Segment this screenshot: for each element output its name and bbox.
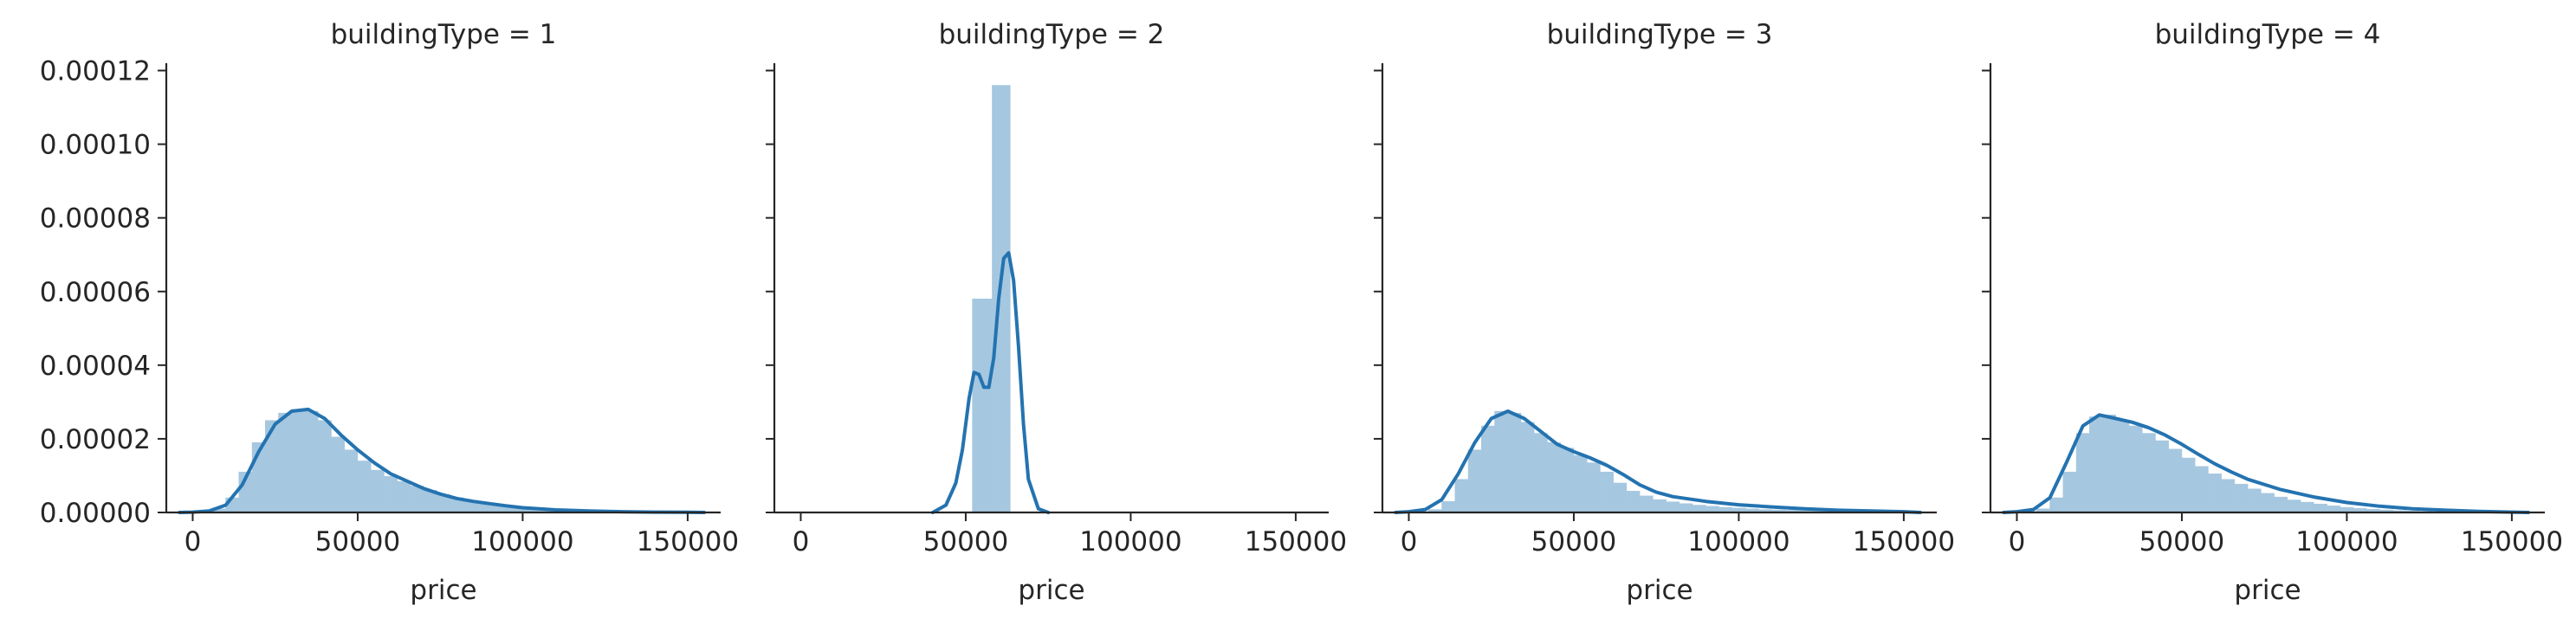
histogram-bar <box>2155 440 2169 513</box>
histogram-bar <box>2181 457 2196 513</box>
y-tick-label: 0.00008 <box>40 203 151 235</box>
y-tick-label: 0.00002 <box>40 424 151 455</box>
histogram-bar <box>2115 420 2130 513</box>
histogram-bar <box>972 299 993 513</box>
histogram-bar <box>2089 416 2103 513</box>
histogram-bar <box>370 469 385 513</box>
x-tick-label: 0 <box>184 526 202 557</box>
histogram-bar <box>1613 482 1628 513</box>
x-tick-label: 100000 <box>1687 526 1790 557</box>
x-tick-label: 150000 <box>2461 526 2563 557</box>
histogram-bar <box>1547 441 1561 513</box>
x-axis-label: price <box>1626 575 1693 606</box>
histogram-bar <box>2261 493 2275 513</box>
histogram-bar <box>397 481 411 513</box>
y-tick-label: 0.00012 <box>40 56 151 87</box>
x-tick-label: 50000 <box>1531 526 1617 557</box>
histogram-bar <box>410 486 424 513</box>
x-tick-label: 150000 <box>1245 526 1347 557</box>
histogram-bar <box>1507 412 1522 513</box>
histogram-bar <box>1679 503 1693 513</box>
histogram-bar <box>2327 506 2341 513</box>
histogram-bar <box>384 476 398 513</box>
histogram-bar <box>1481 425 1495 513</box>
histogram-bar <box>331 436 345 513</box>
histogram-bar <box>344 449 359 513</box>
y-tick-label: 0.00010 <box>40 130 151 161</box>
x-tick-label: 150000 <box>1853 526 1955 557</box>
facet-panel-4: 0 50000 100000 150000 buildingType = 4 price <box>1982 19 2563 606</box>
facet-title: buildingType = 3 <box>1547 19 1773 50</box>
x-tick-label: 50000 <box>315 526 401 557</box>
histogram-bar <box>2274 496 2288 513</box>
facet-title: buildingType = 4 <box>2155 19 2381 50</box>
histogram-bar <box>2049 497 2064 513</box>
histogram-bar <box>1600 471 1614 513</box>
histogram-bar <box>1441 500 1456 513</box>
histogram-bar <box>1467 449 1482 513</box>
histogram-bar <box>2234 483 2249 513</box>
x-tick-label: 0 <box>1401 526 1418 557</box>
facet-title: buildingType = 2 <box>939 19 1165 50</box>
kde-line <box>1394 409 1922 514</box>
histogram-bar <box>2128 425 2143 513</box>
histogram-bar <box>2141 433 2156 513</box>
histogram-bar <box>2168 448 2183 513</box>
histogram-bar <box>2194 466 2209 513</box>
histogram-bar <box>1666 501 1680 513</box>
kde-line <box>930 251 1051 514</box>
facet-panel-1: 0 50000 100000 150000 0.00000 0.00002 0.00004 0… <box>40 19 739 606</box>
histogram-bar <box>1520 422 1535 513</box>
histogram-bar <box>2221 479 2236 513</box>
x-tick-label: 50000 <box>2139 526 2225 557</box>
y-tick-label: 0.00000 <box>40 498 151 529</box>
x-axis-label: price <box>410 575 476 606</box>
histogram-bar <box>1494 410 1509 513</box>
histogram-bar <box>992 85 1011 513</box>
y-tick-label: 0.00004 <box>40 351 151 382</box>
histogram-bar <box>291 409 306 513</box>
histogram-bar <box>1639 495 1654 513</box>
x-axis-label: price <box>1018 575 1084 606</box>
histogram-bar <box>2208 474 2222 513</box>
histogram-bar <box>2062 471 2077 513</box>
histogram-bar <box>1573 454 1588 513</box>
histogram-bar <box>2314 503 2327 513</box>
histogram-bar <box>1653 499 1667 513</box>
facet-panels: 0 50000 100000 150000 0.00000 0.00002 0.00004 0… <box>40 19 2563 606</box>
x-tick-label: 50000 <box>923 526 1009 557</box>
x-tick-label: 0 <box>2009 526 2026 557</box>
histogram-bar <box>2075 433 2090 513</box>
x-tick-label: 100000 <box>2295 526 2398 557</box>
histogram-bar <box>1626 491 1641 513</box>
x-tick-label: 100000 <box>1079 526 1181 557</box>
histogram-bar <box>1692 505 1706 513</box>
histogram-bar <box>1560 448 1575 513</box>
y-tick-label: 0.00006 <box>40 277 151 308</box>
histogram-bar <box>2247 488 2262 513</box>
histogram-bar <box>2287 499 2301 513</box>
histogram-bar <box>2300 501 2314 513</box>
x-tick-label: 0 <box>793 526 810 557</box>
x-axis-label: price <box>2234 575 2301 606</box>
histogram-bar <box>278 412 293 513</box>
facet-panel-3: 0 50000 100000 150000 buildingType = 3 price <box>1374 19 1955 606</box>
x-tick-label: 100000 <box>471 526 573 557</box>
facet-panel-2: 0 50000 100000 150000 buildingType = 2 price <box>766 19 1347 606</box>
kde-line <box>178 407 706 514</box>
histogram-bar <box>1533 433 1548 513</box>
histogram-bar <box>357 461 372 513</box>
histogram-bar <box>304 410 319 513</box>
histogram-bar <box>2102 415 2117 513</box>
histogram-bar <box>317 420 332 513</box>
kde-line <box>2002 413 2530 514</box>
x-tick-label: 150000 <box>637 526 739 557</box>
facet-title: buildingType = 1 <box>331 19 557 50</box>
histogram-bar <box>1454 479 1469 513</box>
histogram-bar <box>1586 462 1601 513</box>
